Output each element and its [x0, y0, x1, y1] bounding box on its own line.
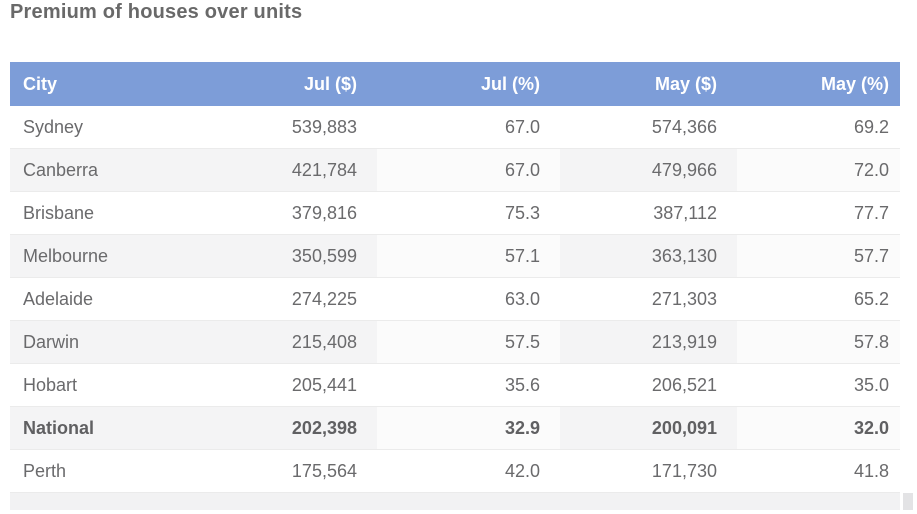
cell-may-dollar: 171,730 — [560, 449, 737, 493]
cell-city: Hobart — [10, 363, 190, 407]
cell-jul-pct: 67.0 — [377, 148, 560, 192]
cell-jul-dollar: 274,225 — [190, 277, 377, 321]
cell-jul-pct: 75.3 — [377, 191, 560, 235]
table-body: Sydney 539,883 67.0 574,366 69.2 Canberr… — [10, 106, 900, 493]
cell-city: Perth — [10, 449, 190, 493]
cell-jul-pct: 57.1 — [377, 234, 560, 278]
cell-may-pct: 35.0 — [737, 363, 900, 407]
cell-may-dollar: 363,130 — [560, 234, 737, 278]
cell-may-pct: 65.2 — [737, 277, 900, 321]
table-row: Perth 175,564 42.0 171,730 41.8 — [10, 449, 900, 493]
table-row: Adelaide 274,225 63.0 271,303 65.2 — [10, 277, 900, 321]
header-row: City Jul ($) Jul (%) May ($) May (%) — [10, 62, 900, 106]
cell-jul-pct: 57.5 — [377, 320, 560, 364]
table-row: Sydney 539,883 67.0 574,366 69.2 — [10, 106, 900, 149]
cell-jul-pct: 67.0 — [377, 106, 560, 149]
cell-jul-dollar: 205,441 — [190, 363, 377, 407]
table-row: Darwin 215,408 57.5 213,919 57.8 — [10, 320, 900, 364]
col-header-city: City — [10, 62, 190, 106]
cell-jul-pct: 63.0 — [377, 277, 560, 321]
table-row: Brisbane 379,816 75.3 387,112 77.7 — [10, 191, 900, 235]
col-header-jul-dollar: Jul ($) — [190, 62, 377, 106]
cell-may-dollar: 206,521 — [560, 363, 737, 407]
cell-city: Darwin — [10, 320, 190, 364]
col-header-may-dollar: May ($) — [560, 62, 737, 106]
cell-jul-pct: 32.9 — [377, 406, 560, 450]
cell-may-dollar: 574,366 — [560, 106, 737, 149]
cell-may-pct: 57.7 — [737, 234, 900, 278]
table-row: Canberra 421,784 67.0 479,966 72.0 — [10, 148, 900, 192]
partial-next-row — [10, 493, 900, 510]
cell-jul-dollar: 202,398 — [190, 406, 377, 450]
cell-may-dollar: 387,112 — [560, 191, 737, 235]
table-row: Hobart 205,441 35.6 206,521 35.0 — [10, 363, 900, 407]
cell-jul-dollar: 175,564 — [190, 449, 377, 493]
cell-may-pct: 32.0 — [737, 406, 900, 450]
col-header-may-pct: May (%) — [737, 62, 900, 106]
cell-jul-dollar: 350,599 — [190, 234, 377, 278]
cell-may-pct: 69.2 — [737, 106, 900, 149]
cell-jul-pct: 42.0 — [377, 449, 560, 493]
premium-table: City Jul ($) Jul (%) May ($) May (%) Syd… — [10, 62, 900, 493]
col-header-jul-pct: Jul (%) — [377, 62, 560, 106]
cell-may-pct: 41.8 — [737, 449, 900, 493]
scrollbar-thumb[interactable] — [903, 493, 913, 510]
table-row: Melbourne 350,599 57.1 363,130 57.7 — [10, 234, 900, 278]
cell-may-dollar: 200,091 — [560, 406, 737, 450]
cell-city: Adelaide — [10, 277, 190, 321]
cell-jul-dollar: 215,408 — [190, 320, 377, 364]
table-header: City Jul ($) Jul (%) May ($) May (%) — [10, 62, 900, 106]
cell-city: Melbourne — [10, 234, 190, 278]
cell-may-pct: 72.0 — [737, 148, 900, 192]
cell-city: Canberra — [10, 148, 190, 192]
cell-jul-dollar: 421,784 — [190, 148, 377, 192]
cell-may-dollar: 271,303 — [560, 277, 737, 321]
cell-jul-pct: 35.6 — [377, 363, 560, 407]
chart-title: Premium of houses over units — [10, 1, 303, 23]
cell-may-dollar: 479,966 — [560, 148, 737, 192]
cell-city: Brisbane — [10, 191, 190, 235]
table-row-national: National 202,398 32.9 200,091 32.0 — [10, 406, 900, 450]
cell-city: Sydney — [10, 106, 190, 149]
cell-may-dollar: 213,919 — [560, 320, 737, 364]
cell-may-pct: 57.8 — [737, 320, 900, 364]
cell-jul-dollar: 539,883 — [190, 106, 377, 149]
cell-may-pct: 77.7 — [737, 191, 900, 235]
cell-jul-dollar: 379,816 — [190, 191, 377, 235]
cell-city: National — [10, 406, 190, 450]
